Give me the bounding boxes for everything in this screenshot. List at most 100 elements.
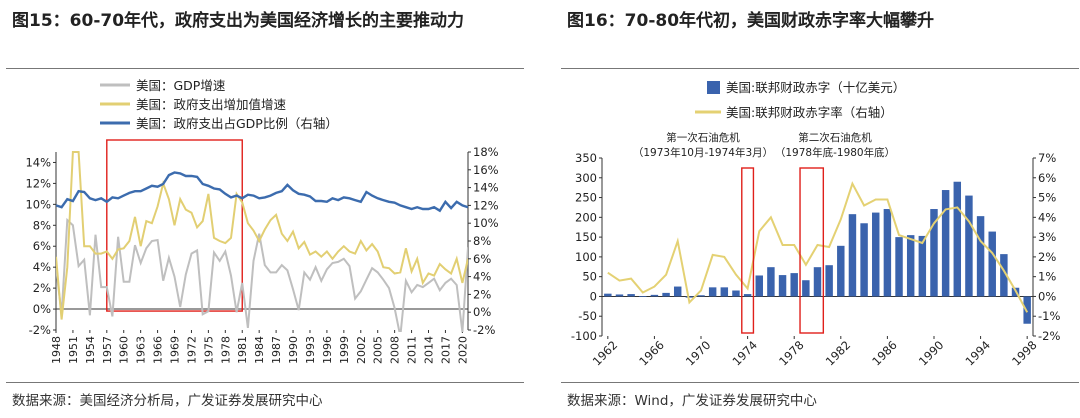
deficit-bar (708, 287, 717, 297)
x-tick-label: 1990 (287, 336, 300, 364)
deficit-bar (883, 209, 892, 297)
right-y-tick-label: 6% (1038, 171, 1056, 185)
figure-16-title: 图16：70-80年代初，美国财政赤字率大幅攀升 (567, 11, 935, 31)
x-tick-label: 1990 (916, 338, 947, 369)
left-y-tick-label: 350 (575, 151, 597, 165)
x-tick-label: 2008 (389, 336, 402, 364)
right-y-tick-label: 18% (473, 145, 499, 159)
deficit-bar (627, 294, 635, 297)
series-line-2 (56, 151, 468, 320)
x-tick-label: 1998 (1009, 338, 1040, 369)
left-y-tick-label: 12% (25, 176, 51, 190)
left-y-tick-label: -2% (29, 323, 51, 337)
right-y-tick-label: 7% (1038, 151, 1056, 165)
left-y-tick-label: 50 (582, 270, 597, 284)
right-y-tick-label: 14% (473, 181, 499, 195)
x-tick-label: 1981 (236, 336, 249, 364)
top-rule (561, 68, 1079, 69)
top-rule (6, 68, 524, 69)
x-tick-label: 1993 (304, 336, 317, 364)
deficit-bar (965, 195, 973, 297)
left-y-tick-label: 300 (575, 171, 597, 185)
x-tick-label: 1974 (729, 338, 760, 369)
deficit-bar (848, 214, 857, 297)
deficit-bar (895, 237, 903, 297)
x-tick-label: 1951 (67, 336, 80, 364)
right-y-tick-label: 16% (473, 163, 499, 177)
x-tick-label: 2020 (456, 336, 469, 364)
x-tick-label: 1948 (50, 336, 63, 364)
x-tick-label: 1970 (683, 338, 714, 369)
x-tick-label: 1994 (962, 338, 993, 369)
deficit-bar (650, 294, 659, 297)
x-tick-label: 1987 (270, 336, 283, 364)
x-tick-label: 1986 (869, 338, 900, 369)
legend-label-bar: 美国:联邦财政赤字（十亿美元） (726, 80, 905, 95)
x-tick-label: 1978 (776, 338, 807, 369)
series-line-1 (56, 217, 468, 332)
right-y-tick-label: 4% (1038, 210, 1056, 224)
left-y-tick-label: 10% (25, 197, 51, 211)
left-y-tick-label: 0 (590, 289, 597, 303)
x-tick-label: 1966 (636, 338, 667, 369)
right-y-tick-label: 10% (473, 216, 499, 230)
x-tick-label: 2014 (422, 336, 435, 364)
deficit-bar (639, 296, 647, 297)
highlight-box-1957-1981 (106, 139, 243, 312)
x-tick-label: 1969 (169, 336, 182, 364)
left-y-tick-label: 14% (25, 155, 51, 169)
legend-label-3: 美国：政府支出占GDP比例（右轴） (136, 116, 338, 131)
deficit-bar (953, 181, 962, 297)
deficit-bar (825, 265, 833, 297)
figure-15-title: 图15：60-70年代，政府支出为美国经济增长的主要推动力 (12, 11, 465, 31)
deficit-bar (837, 245, 845, 297)
right-y-tick-label: 1% (1038, 270, 1056, 284)
deficit-bar (941, 190, 950, 297)
deficit-bar (673, 286, 682, 297)
deficit-bar (813, 267, 822, 297)
series-line-3 (56, 171, 468, 213)
right-y-tick-label: 2% (1038, 250, 1056, 264)
right-y-tick-label: 0% (473, 305, 491, 319)
oil-crisis-label-2: 第二次石油危机 (798, 131, 872, 144)
chart-panel-left: 图15：60-70年代，政府支出为美国经济增长的主要推动力 -2% 0% 2% 4% 6… (0, 0, 525, 418)
deficit-bar (662, 292, 670, 297)
deficit-bar (604, 293, 612, 297)
deficit-bar (732, 290, 740, 297)
right-y-tick-label: 0% (1038, 289, 1056, 303)
deficit-bar (1023, 296, 1031, 324)
x-tick-label: 1966 (152, 336, 165, 364)
figure-15-source: 数据来源：美国经济分析局，广发证券发展研究中心 (12, 393, 323, 409)
x-tick-label: 1972 (185, 336, 198, 364)
deficit-bar (615, 294, 624, 297)
oil-crisis-box-1 (741, 167, 755, 334)
left-y-tick-label: 6% (33, 239, 51, 253)
x-tick-label: 1984 (253, 336, 266, 364)
legend-label-2: 美国：政府支出增加值增速 (136, 97, 287, 112)
x-tick-label: 1960 (118, 336, 131, 364)
deficit-rate-line (607, 181, 1029, 313)
right-y-tick-label: 12% (473, 198, 499, 212)
legend-swatch-bar (707, 81, 720, 94)
right-y-tick-label: 2% (473, 287, 491, 301)
left-y-tick-label: 250 (575, 191, 597, 205)
deficit-bar (743, 294, 752, 297)
x-tick-label: 1957 (101, 336, 114, 364)
deficit-bar (930, 209, 938, 297)
x-tick-label: 1954 (84, 336, 97, 364)
right-y-tick-label: -2% (1038, 329, 1060, 343)
x-tick-label: 1982 (823, 338, 854, 369)
right-y-tick-label: 5% (1038, 191, 1056, 205)
x-tick-label: 1963 (135, 336, 148, 364)
left-y-tick-label: 8% (33, 218, 51, 232)
oil-crisis-sublabel-2: （1978年底-1980年底） (775, 146, 895, 159)
deficit-bar (988, 231, 996, 297)
x-tick-label: 1975 (202, 336, 215, 364)
left-y-tick-label: 4% (33, 260, 51, 274)
right-y-tick-label: -2% (473, 323, 495, 337)
x-tick-label: 2002 (355, 336, 368, 364)
x-tick-label: 1999 (338, 336, 351, 364)
right-y-tick-label: -1% (1038, 309, 1060, 323)
left-y-tick-label: 150 (575, 230, 597, 244)
deficit-bar (906, 235, 915, 297)
